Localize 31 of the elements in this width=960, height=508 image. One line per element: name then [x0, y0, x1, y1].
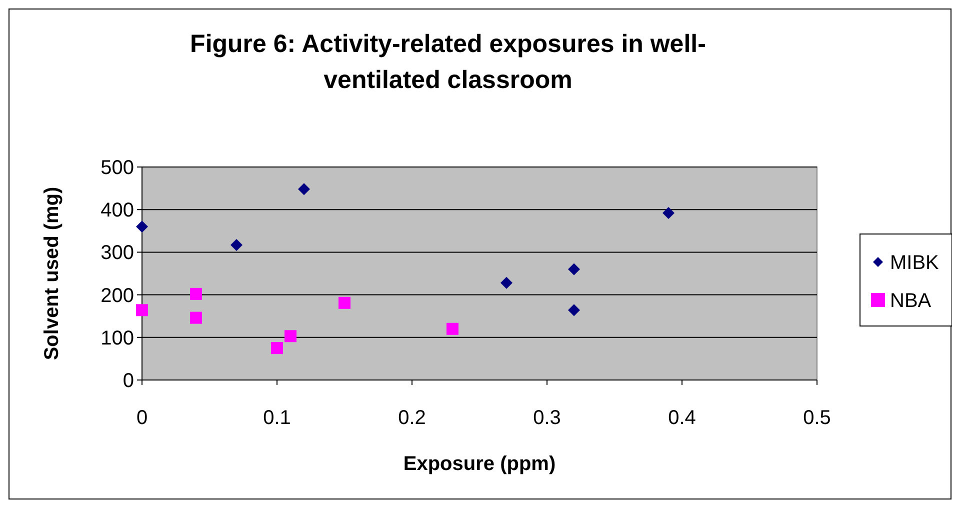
- point: [500, 276, 512, 289]
- point: [338, 296, 350, 309]
- point: [136, 304, 148, 316]
- chart-title: Figure 6: Activity-related exposures in well-ventilated classroom: [190, 30, 706, 94]
- x-axis-title: Exposure (ppm): [403, 453, 556, 475]
- legend-label: MIBK: [890, 252, 940, 274]
- point: [298, 183, 310, 196]
- point: [662, 207, 674, 220]
- point: [271, 342, 283, 354]
- point: [446, 322, 458, 335]
- point: [568, 263, 580, 276]
- y-tick-label: 500: [100, 157, 134, 179]
- y-tick-label: 300: [100, 242, 134, 264]
- y-axis-title: Solvent used (mg): [41, 186, 63, 360]
- point: [284, 330, 296, 342]
- point: [190, 312, 202, 324]
- x-tick-label: 0.1: [263, 407, 291, 429]
- y-tick-label: 100: [100, 327, 134, 350]
- x-tick-label: 0.2: [398, 407, 426, 429]
- legend-label: NBA: [890, 290, 932, 312]
- y-tick-label: 400: [100, 200, 134, 222]
- x-tick-label: 0.4: [668, 407, 696, 429]
- y-tick-label: 0: [122, 370, 134, 392]
- x-tick-label: 0.5: [803, 407, 831, 429]
- x-tick-label: 0.3: [533, 407, 561, 429]
- x-tick-label: 0: [136, 407, 148, 429]
- point: [136, 220, 148, 233]
- point: [568, 304, 580, 316]
- point: [230, 238, 242, 251]
- point: [190, 288, 202, 300]
- y-tick-label: 200: [100, 284, 134, 307]
